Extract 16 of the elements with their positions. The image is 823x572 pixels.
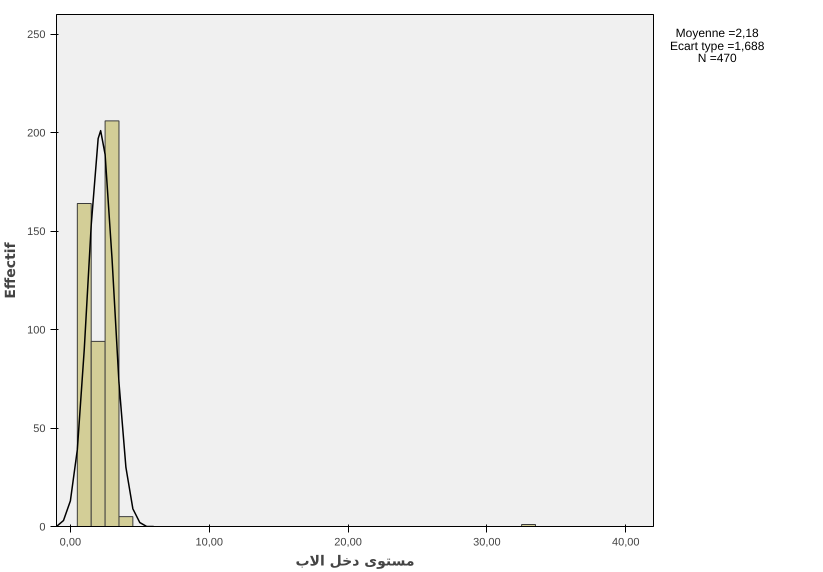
x-tick-label: 10,00	[195, 536, 223, 548]
text: Moyenne =2,18	[676, 26, 759, 40]
x-tick-label: 40,00	[612, 536, 640, 548]
x-tick-label: 0,00	[60, 536, 82, 548]
y-tick-label: 200	[27, 128, 46, 140]
y-tick-label: 250	[27, 29, 46, 42]
y-axis-title: Effectif	[3, 241, 20, 299]
y-tick-label: 150	[27, 226, 46, 238]
text: Ecart type =1,688	[670, 38, 764, 53]
y-tick-label: 50	[33, 423, 46, 436]
y-tick-label: 100	[27, 324, 46, 337]
x-tick-label: 30,00	[473, 536, 501, 548]
y-tick-label: 0	[39, 522, 46, 534]
x-tick-label: 20,00	[334, 536, 362, 548]
text: N =470	[698, 51, 737, 66]
x-axis-title: مستوى دخل الاب	[295, 554, 415, 570]
